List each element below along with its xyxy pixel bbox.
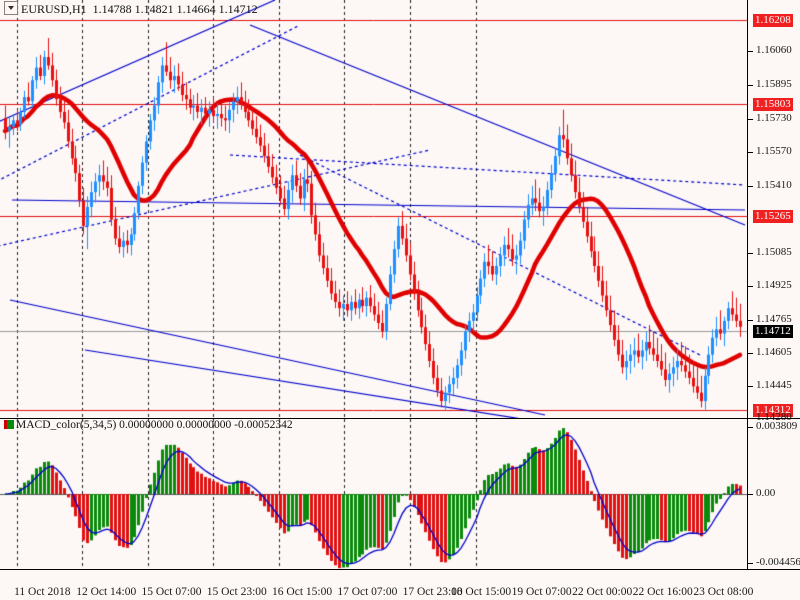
time-axis-label: 11 Oct 2018 bbox=[14, 586, 71, 598]
price-axis-label: 1.14765 bbox=[756, 313, 792, 325]
chevron-down-icon[interactable] bbox=[4, 1, 18, 15]
time-axis-label: 15 Oct 23:00 bbox=[206, 586, 267, 598]
time-axis-label: 17 Oct 23:00 bbox=[402, 586, 463, 598]
price-axis-label: 1.16060 bbox=[756, 44, 792, 56]
time-axis-label: 15 Oct 07:00 bbox=[141, 586, 202, 598]
indicator-name: MACD_color(5,34,5) bbox=[16, 419, 117, 431]
macd-axis-line bbox=[747, 419, 748, 569]
price-axis-label: 1.14280 bbox=[756, 411, 792, 423]
price-axis-label: 1.14925 bbox=[756, 279, 792, 291]
time-axis-label: 17 Oct 07:00 bbox=[337, 586, 398, 598]
histogram-icon bbox=[4, 420, 14, 429]
macd-axis-label: 0.003809 bbox=[756, 420, 798, 432]
macd-axis-label: 0.00 bbox=[756, 487, 776, 499]
macd-tick bbox=[748, 563, 753, 564]
macd-canvas[interactable] bbox=[0, 419, 747, 569]
time-axis-label: 18 Oct 15:00 bbox=[451, 586, 512, 598]
price-panel bbox=[0, 0, 748, 418]
price-tick bbox=[748, 85, 753, 86]
price-tick bbox=[748, 186, 753, 187]
ohlc-values: 1.14788 1.14821 1.14664 1.14712 bbox=[92, 2, 258, 16]
level-price-label: 1.15803 bbox=[753, 98, 793, 111]
level-price-label: 1.16208 bbox=[753, 14, 793, 27]
price-tick bbox=[748, 386, 753, 387]
panel-separator bbox=[0, 418, 800, 419]
macd-plot-area[interactable] bbox=[0, 419, 747, 569]
price-axis-label: 1.15895 bbox=[756, 78, 792, 90]
price-tick bbox=[748, 286, 753, 287]
macd-header: MACD_color(5,34,5) 0.00000000 0.00000000… bbox=[4, 419, 293, 431]
price-axis-line bbox=[747, 0, 748, 418]
level-price-label: 1.14312 bbox=[753, 404, 793, 417]
price-axis-label: 1.15730 bbox=[756, 112, 792, 124]
price-axis-label: 1.15410 bbox=[756, 179, 792, 191]
price-canvas[interactable] bbox=[0, 0, 747, 418]
macd-tick bbox=[748, 494, 753, 495]
price-tick bbox=[748, 320, 753, 321]
symbol-label: EURUSD,H1 bbox=[21, 2, 87, 16]
price-tick bbox=[748, 353, 753, 354]
panel-separator bbox=[0, 569, 800, 570]
price-tick bbox=[748, 152, 753, 153]
chart-header: EURUSD,H1 1.14788 1.14821 1.14664 1.1471… bbox=[4, 1, 258, 17]
indicator-values: 0.00000000 0.00000000 -0.00052342 bbox=[119, 419, 293, 431]
time-axis-label: 22 Oct 16:00 bbox=[632, 586, 693, 598]
price-axis-label: 1.15085 bbox=[756, 246, 792, 258]
macd-panel: MACD_color(5,34,5) 0.00000000 0.00000000… bbox=[0, 419, 800, 569]
macd-tick bbox=[748, 427, 753, 428]
level-price-label: 1.15265 bbox=[753, 210, 793, 223]
price-plot-area[interactable] bbox=[0, 0, 747, 418]
time-axis-label: 22 Oct 00:00 bbox=[572, 586, 633, 598]
time-axis-label: 23 Oct 08:00 bbox=[693, 586, 754, 598]
price-axis-label: 1.14605 bbox=[756, 346, 792, 358]
time-axis: 11 Oct 2018 12 Oct 14:00 15 Oct 07:00 15 Oc… bbox=[0, 569, 800, 600]
price-axis-label: 1.15570 bbox=[756, 145, 792, 157]
macd-axis-label: -0.004456 bbox=[756, 556, 800, 568]
price-tick bbox=[748, 253, 753, 254]
time-axis-label: 16 Oct 15:00 bbox=[272, 586, 333, 598]
price-tick bbox=[748, 51, 753, 52]
time-axis-label: 19 Oct 07:00 bbox=[511, 586, 572, 598]
price-tick bbox=[748, 119, 753, 120]
time-axis-label: 12 Oct 14:00 bbox=[76, 586, 137, 598]
price-axis-label: 1.14445 bbox=[756, 379, 792, 391]
current-price-label: 1.14712 bbox=[753, 325, 793, 338]
